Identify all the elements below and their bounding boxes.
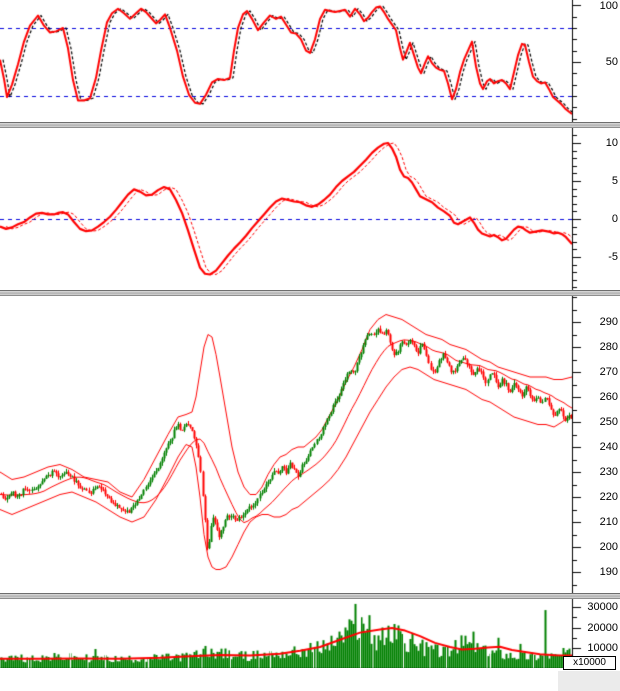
panel-splitter-3[interactable] (0, 593, 620, 599)
y-axis-label: 10000 (587, 642, 618, 654)
y-axis-label: 0 (611, 213, 618, 225)
y-axis-label: 5 (611, 175, 618, 187)
y-axis-label: 20000 (587, 622, 618, 634)
y-axis-label: 10 (605, 137, 618, 149)
price-panel[interactable] (0, 296, 572, 593)
volume-panel[interactable] (0, 599, 572, 668)
y-axis-label: 290 (599, 316, 618, 328)
y-axis-label: 280 (599, 341, 618, 353)
y-axis-label: 100 (599, 0, 618, 12)
panel-splitter-2[interactable] (0, 290, 620, 296)
x-axis-strip[interactable]: NovDec2025FebMarAprMayJunJulAugSepOctNov… (0, 668, 572, 691)
y-axis-label: 210 (599, 516, 618, 528)
stochastic-panel[interactable] (0, 0, 572, 122)
unit-label-box: x10000 (563, 656, 616, 670)
y-axis-label: 240 (599, 441, 618, 453)
y-axis-label: -5 (608, 251, 618, 263)
y-axis-label: 30000 (587, 601, 618, 613)
macd-panel[interactable] (0, 129, 572, 290)
panel-splitter-1[interactable] (0, 122, 620, 128)
y-axis-label: 230 (599, 466, 618, 478)
y-axis-label: 200 (599, 541, 618, 553)
axis-corner (558, 671, 620, 691)
y-axis-label: 220 (599, 491, 618, 503)
y-axis-label: 50 (605, 56, 618, 68)
y-axis-label: 250 (599, 416, 618, 428)
y-axis-label: 270 (599, 366, 618, 378)
y-axis-label: 260 (599, 391, 618, 403)
y-axis-label: 190 (599, 566, 618, 578)
